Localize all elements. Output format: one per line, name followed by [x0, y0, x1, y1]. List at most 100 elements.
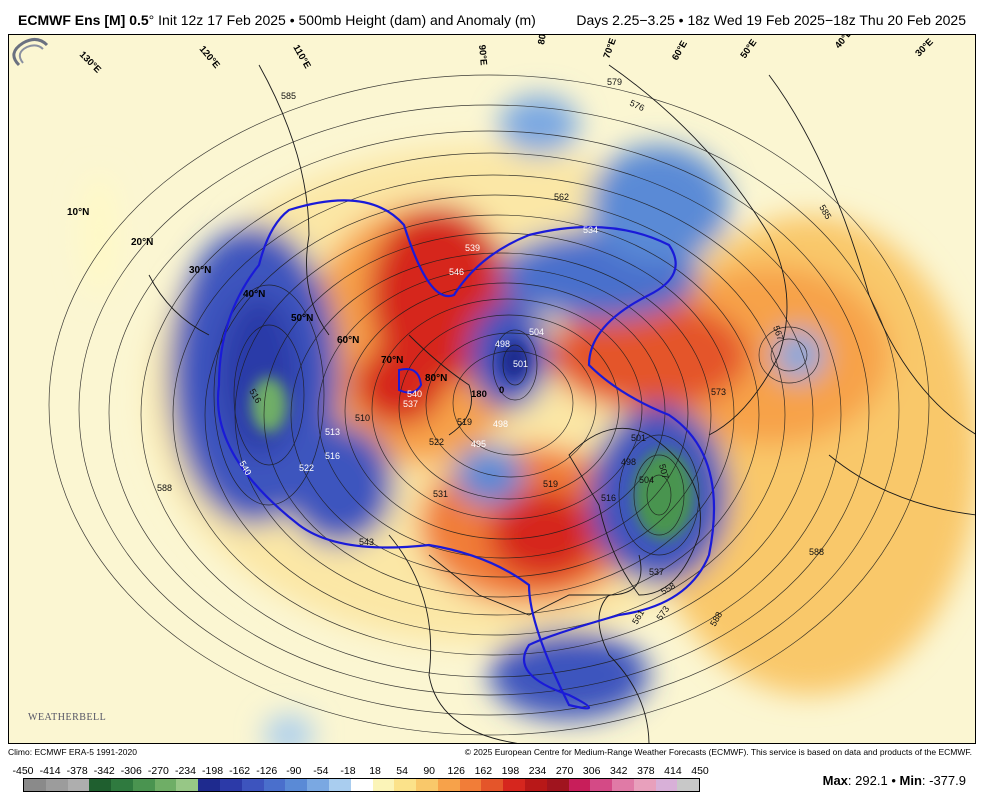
contour-label: 501: [631, 433, 646, 443]
contour-label: 498: [621, 457, 636, 467]
lon-label: 180: [471, 389, 487, 400]
polar-map: 10°N 20°N 30°N 40°N 50°N 60°N 70°N 80°N …: [9, 35, 975, 743]
legend-tick-label: -18: [340, 765, 356, 777]
contour-label: 543: [359, 537, 374, 547]
legend-tick-label: 18: [369, 765, 381, 777]
max-value: 292.1: [855, 773, 888, 788]
legend-swatch: [220, 779, 242, 791]
legend-tick-label: -54: [313, 765, 329, 777]
degree-symbol: °: [148, 12, 155, 28]
contour-540: [216, 199, 716, 710]
us-trough: [489, 630, 649, 720]
legend-swatch: [655, 779, 678, 791]
contour-label: 537: [403, 399, 418, 409]
color-legend: [23, 778, 700, 792]
contour-label: 504: [529, 327, 544, 337]
legend-swatch: [24, 779, 46, 791]
legend-swatch: [263, 779, 286, 791]
min-label: Min: [899, 773, 922, 788]
contour-label: 501: [513, 359, 528, 369]
legend-swatch: [437, 779, 460, 791]
contour-label: 498: [495, 339, 510, 349]
contour-label: 504: [639, 475, 654, 485]
lat-label: 60°N: [337, 335, 359, 346]
legend-swatch: [546, 779, 569, 791]
legend-tick-label: 270: [555, 765, 574, 777]
lat-label: 20°N: [131, 237, 153, 248]
lat-label: 50°N: [291, 313, 313, 324]
contour-label: 516: [325, 451, 340, 461]
north-america-outline: [388, 534, 650, 743]
contour-label: 539: [465, 243, 480, 253]
contour-outer: [48, 74, 930, 736]
logo-text: WEATHERBELL: [28, 712, 107, 723]
legend-swatch: [416, 779, 438, 791]
legend-swatch: [524, 779, 547, 791]
legend-swatch: [111, 779, 133, 791]
height-contours: [48, 74, 930, 736]
legend-ticks: -450 -414 -378 -342 -306 -270 -234 -198 -162 -126…: [12, 765, 714, 777]
contour-label: 522: [429, 437, 444, 447]
legend-tick-label: -414: [39, 765, 61, 777]
legend-swatch: [307, 779, 329, 791]
anomaly-cores: [251, 340, 694, 540]
contour-label: 588: [157, 483, 172, 493]
contour-label: 522: [299, 463, 314, 473]
contour-label: 588: [809, 547, 824, 557]
legend-swatch: [350, 779, 373, 791]
legend-swatch: [285, 779, 308, 791]
legend-tick-label: 90: [423, 765, 436, 777]
legend-tick-label: 198: [501, 765, 520, 777]
legend-tick-label: -378: [66, 765, 88, 777]
contour-label: 519: [543, 479, 558, 489]
lon-label: 80°E: [536, 35, 550, 46]
max-label: Max: [822, 773, 848, 788]
legend-tick-label: -162: [229, 765, 251, 777]
lon-label: 90°E: [476, 44, 489, 66]
greenland-extreme: [634, 450, 694, 540]
title-bar: ECMWF Ens [M] 0.5° Init 12z 17 Feb 2025 …: [0, 0, 984, 34]
legend-tick-label: -126: [256, 765, 278, 777]
legend-tick-label: 342: [609, 765, 628, 777]
contour-label: 516: [601, 493, 616, 503]
legend-swatch: [503, 779, 525, 791]
legend-swatch: [154, 779, 177, 791]
map-panel: 10°N 20°N 30°N 40°N 50°N 60°N 70°N 80°N …: [8, 34, 976, 744]
contour-label: 540: [407, 389, 422, 399]
lat-label: 70°N: [381, 355, 403, 366]
contour-label: 537: [649, 567, 664, 577]
lat-label: 10°N: [67, 207, 89, 218]
greenland-outline: [568, 427, 701, 596]
valid-time: Days 2.25−3.25 • 18z Wed 19 Feb 2025−18z…: [576, 12, 966, 28]
stats-separator: •: [891, 773, 896, 788]
copyright-note: © 2025 European Centre for Medium-Range …: [464, 747, 972, 757]
contour-label: 498: [493, 419, 508, 429]
legend-tick-label: -90: [286, 765, 302, 777]
legend-swatch: [198, 779, 221, 791]
contour-label: 519: [457, 417, 472, 427]
legend-tick-label: 234: [528, 765, 547, 777]
weatherbell-logo: [12, 38, 49, 67]
contour-label: 562: [554, 192, 569, 202]
contour-label: 534: [583, 225, 598, 235]
legend-swatch: [67, 779, 90, 791]
legend-swatch: [394, 779, 417, 791]
legend-tick-label: -270: [147, 765, 169, 777]
min-value: -377.9: [929, 773, 966, 788]
latitude-labels: 10°N 20°N 30°N 40°N 50°N 60°N 70°N 80°N: [67, 207, 447, 384]
legend-tick-label: 54: [396, 765, 408, 777]
lat-label: 40°N: [243, 289, 265, 300]
climo-note: Climo: ECMWF ERA-5 1991-2020: [8, 747, 137, 757]
legend-tick-label: 450: [691, 765, 709, 777]
legend-swatch: [612, 779, 634, 791]
contour-label: 531: [433, 489, 448, 499]
model-name: ECMWF Ens [M] 0.5: [18, 12, 149, 28]
legend-tick-label: -342: [93, 765, 115, 777]
lat-label: 80°N: [425, 373, 447, 384]
legend-swatch: [677, 779, 700, 791]
legend-tick-label: 162: [474, 765, 493, 777]
legend-swatch: [328, 779, 351, 791]
contour-label: 585: [281, 91, 296, 101]
contour-label: 567: [771, 324, 786, 342]
legend-swatch: [89, 779, 112, 791]
